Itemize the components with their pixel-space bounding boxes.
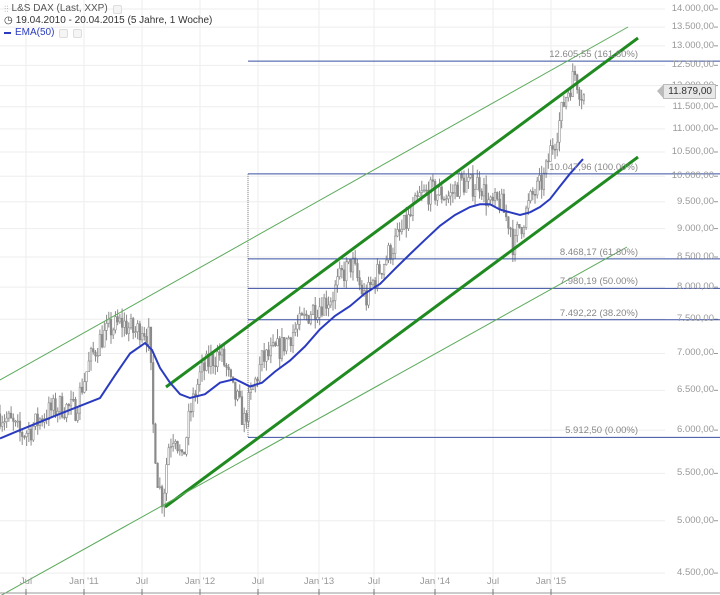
x-tick-label: Jul — [135, 576, 149, 587]
y-tick-label: 9.000,00 — [677, 222, 714, 234]
y-tick-label: 5.500,00 — [677, 467, 714, 479]
y-tick-label: 8.500,00 — [677, 250, 714, 262]
last-price-tag: 11.879,00 — [657, 84, 716, 99]
trend-line-upper-thick[interactable] — [165, 36, 639, 389]
x-tick-label: Jul — [486, 576, 500, 587]
x-tick-label: Jul — [367, 576, 381, 587]
chart-type-icon: ⫶⫶ — [4, 4, 9, 14]
fibonacci-levels[interactable] — [247, 60, 720, 438]
y-tick-label: 14.000,00 — [671, 3, 714, 14]
ema-swatch-icon — [4, 32, 11, 34]
y-tick-label: 13.000,00 — [671, 39, 714, 51]
clock-icon: ◷ — [4, 15, 13, 26]
y-tick-label: 11.000,00 — [672, 122, 714, 134]
instrument-row: ⫶⫶ L&S DAX (Last, XXP) — [4, 3, 212, 15]
date-range[interactable]: 19.04.2010 - 20.04.2015 (5 Jahre, 1 Woch… — [15, 15, 213, 26]
y-tick-label: 9.500,00 — [677, 195, 714, 207]
range-row: ◷ 19.04.2010 - 20.04.2015 (5 Jahre, 1 Wo… — [4, 15, 212, 27]
instrument-name[interactable]: L&S DAX (Last, XXP) — [11, 3, 108, 14]
trend-line-upper-thin[interactable] — [0, 26, 629, 381]
y-tick-label: 12.500,00 — [671, 59, 714, 71]
y-tick-label: 7.000,00 — [677, 347, 714, 359]
x-tick-label: Jan '15 — [535, 576, 567, 587]
y-tick-label: 10.000,00 — [671, 170, 714, 182]
y-tick-label: 13.500,00 — [671, 21, 714, 33]
indicator-settings-icon[interactable] — [59, 28, 69, 38]
settings-icon[interactable] — [112, 4, 122, 14]
x-tick-label: Jan '14 — [419, 576, 451, 587]
fib-level-label: 10.047,96 (100.00%) — [549, 161, 638, 173]
y-tick-label: 4.500,00 — [677, 567, 714, 579]
ema-line — [0, 158, 584, 440]
fib-level-label: 5.912,50 (0.00%) — [565, 425, 638, 437]
y-tick-label: 10.500,00 — [671, 145, 714, 157]
trend-line-lower-thin[interactable] — [0, 246, 628, 595]
indicator-close-icon[interactable] — [73, 28, 83, 38]
trend-line-lower-thick[interactable] — [164, 155, 639, 509]
trend-channels[interactable] — [0, 26, 639, 595]
x-tick-label: Jan '11 — [69, 576, 99, 587]
fib-level-label: 12.605,55 (161.80%) — [549, 49, 638, 61]
x-tick-label: Jan '13 — [303, 576, 335, 587]
indicator-row: EMA(50) — [4, 27, 212, 39]
y-tick-label: 6.000,00 — [677, 424, 714, 436]
chart-legend: ⫶⫶ L&S DAX (Last, XXP) ◷ 19.04.2010 - 20… — [4, 3, 212, 39]
x-axis-ticks — [25, 589, 552, 595]
x-tick-label: Jan '12 — [184, 576, 216, 587]
y-tick-label: 6.500,00 — [677, 384, 714, 396]
fib-level-label: 7.980,19 (50.00%) — [559, 276, 638, 288]
candlesticks — [0, 63, 585, 517]
fib-level-label: 8.468,17 (61.80%) — [559, 246, 638, 258]
indicator-name[interactable]: EMA(50) — [15, 27, 55, 38]
x-tick-label: Jul — [251, 576, 265, 587]
y-tick-label: 5.000,00 — [677, 514, 714, 526]
y-tick-label: 11.500,00 — [672, 100, 714, 112]
fib-level-label: 7.492,22 (38.20%) — [559, 307, 638, 319]
y-tick-label: 8.000,00 — [677, 281, 714, 293]
x-tick-label: Jul — [19, 576, 33, 587]
y-tick-label: 7.500,00 — [677, 313, 714, 325]
